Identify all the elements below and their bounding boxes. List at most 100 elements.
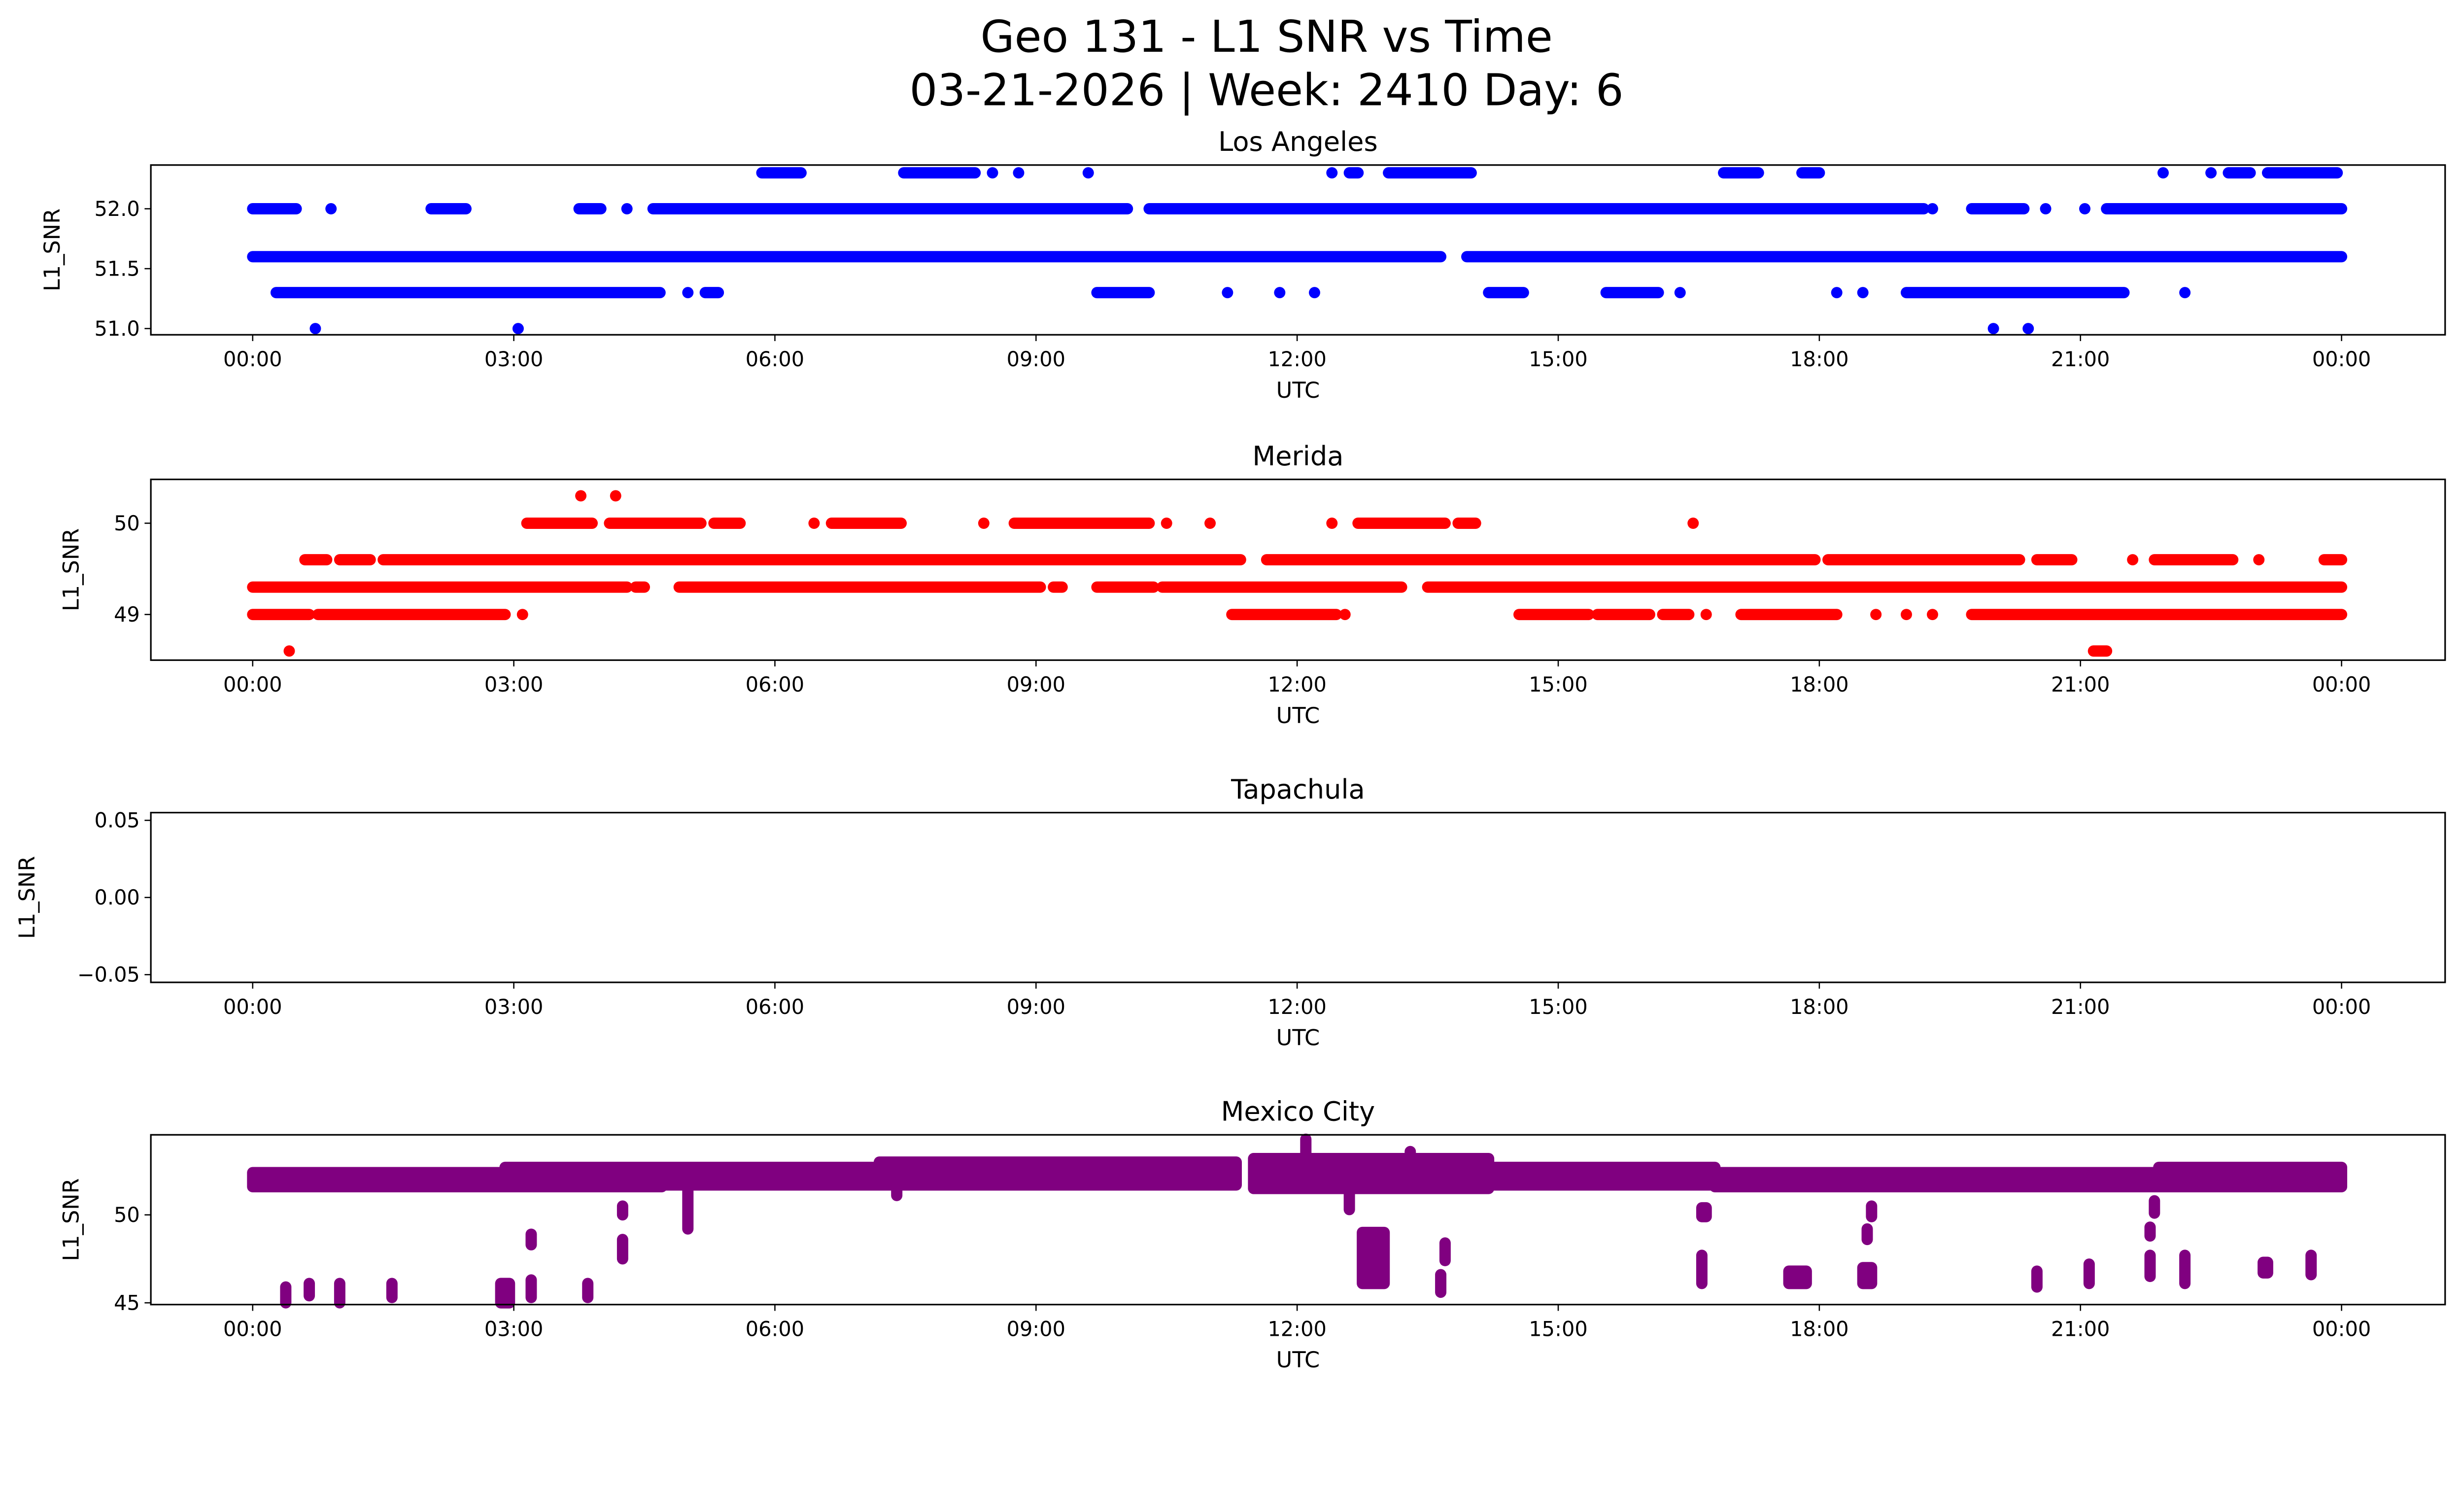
point-run (325, 203, 337, 215)
data-points (247, 167, 2348, 335)
chart-title: Geo 131 - L1 SNR vs Time (980, 11, 1552, 63)
point-run (1900, 609, 1912, 621)
point-cluster (2305, 1250, 2317, 1281)
point-run (808, 517, 820, 529)
x-tick-label: 00:00 (223, 673, 282, 696)
point-run (987, 167, 998, 179)
point-run (2022, 323, 2034, 335)
point-run (2253, 554, 2265, 566)
point-run (309, 323, 321, 335)
point-run (312, 609, 511, 621)
x-tick-label: 00:00 (223, 348, 282, 371)
point-run (2079, 203, 2091, 215)
point-run (898, 167, 981, 179)
panel-tapachula: Tapachula 00:00 03:00 06:00 09:00 12:00 15:00 1… (14, 774, 2446, 1051)
point-cluster (2031, 1265, 2043, 1293)
point-cluster (1857, 1262, 1878, 1289)
x-tick-label: 21:00 (2051, 348, 2110, 371)
point-cluster (2179, 1250, 2191, 1289)
point-run (1452, 517, 1481, 529)
x-tick-label: 15:00 (1529, 673, 1587, 696)
point-cluster (1483, 1161, 1721, 1191)
point-run (521, 517, 598, 529)
x-tick-label: 15:00 (1529, 348, 1587, 371)
x-tick-label: 12:00 (1267, 348, 1326, 371)
point-run (1796, 167, 1825, 179)
point-run (1156, 581, 1407, 593)
point-run (2031, 554, 2078, 566)
point-run (2040, 203, 2052, 215)
x-tick-label: 00:00 (2312, 673, 2371, 696)
point-cluster (525, 1228, 537, 1251)
point-cluster (616, 1234, 628, 1265)
point-cluster (2258, 1256, 2273, 1279)
x-tick-label: 03:00 (484, 673, 543, 696)
point-run (2205, 167, 2217, 179)
x-tick-label: 00:00 (2312, 1317, 2371, 1341)
axes-frame (150, 811, 2446, 983)
chart-subtitle: 03-21-2026 | Week: 2410 Day: 6 (910, 65, 1624, 116)
point-cluster (2149, 1195, 2160, 1219)
point-run (283, 645, 295, 657)
point-cluster (386, 1278, 398, 1303)
point-run (1735, 609, 1843, 621)
y-axis-label: L1_SNR (39, 209, 65, 291)
y-tick-label: 45 (114, 1291, 140, 1315)
axes-frame (150, 1134, 2446, 1306)
point-run (1600, 287, 1664, 299)
point-run (2149, 554, 2239, 566)
point-run (708, 517, 746, 529)
y-tick-label: −0.05 (77, 963, 140, 987)
y-tick-label: 50 (114, 1203, 140, 1227)
y-axis-label: L1_SNR (58, 528, 84, 611)
y-tick-label: 51.5 (95, 257, 140, 280)
point-run (699, 287, 724, 299)
x-tick-label: 00:00 (223, 995, 282, 1019)
point-cluster (1861, 1223, 1873, 1246)
x-tick-label: 21:00 (2051, 1317, 2110, 1341)
x-axis-label: UTC (1276, 1025, 1320, 1051)
point-run (1687, 517, 1699, 529)
point-cluster (1439, 1237, 1451, 1266)
x-tick-label: 03:00 (484, 995, 543, 1019)
x-tick-label: 21:00 (2051, 673, 2110, 696)
point-cluster (1696, 1250, 1708, 1289)
point-run (825, 517, 907, 529)
point-cluster (304, 1278, 315, 1302)
point-cluster (616, 1200, 628, 1221)
point-cluster (873, 1156, 1242, 1191)
point-run (1718, 167, 1764, 179)
point-run (610, 490, 621, 502)
y-tick-label: 0.00 (95, 886, 140, 909)
point-run (1326, 167, 1338, 179)
data-points (247, 490, 2348, 657)
x-axis-label: UTC (1276, 1347, 1320, 1373)
point-run (573, 203, 607, 215)
point-run (1352, 517, 1451, 529)
x-tick-label: 18:00 (1790, 1317, 1848, 1341)
point-run (1008, 517, 1155, 529)
point-run (1226, 609, 1342, 621)
point-cluster (1783, 1265, 1812, 1289)
point-run (1966, 609, 2348, 621)
point-run (1674, 287, 1686, 299)
point-run (1857, 287, 1869, 299)
point-run (2127, 554, 2139, 566)
point-run (1261, 554, 1821, 566)
point-run (1161, 517, 1172, 529)
x-tick-label: 09:00 (1007, 1317, 1065, 1341)
point-run (1143, 203, 1930, 215)
x-tick-label: 12:00 (1267, 1317, 1326, 1341)
figure: Geo 131 - L1 SNR vs Time 03-21-2026 | We… (14, 11, 2446, 1373)
point-run (978, 517, 990, 529)
point-run (1082, 167, 1094, 179)
point-run (1422, 581, 2348, 593)
x-axis-label: UTC (1276, 378, 1320, 403)
point-run (673, 581, 1046, 593)
point-run (682, 287, 694, 299)
point-run (1222, 287, 1233, 299)
point-cluster (334, 1278, 345, 1309)
point-run (1091, 581, 1160, 593)
point-run (647, 203, 1133, 215)
y-tick-label: 52.0 (95, 197, 140, 221)
